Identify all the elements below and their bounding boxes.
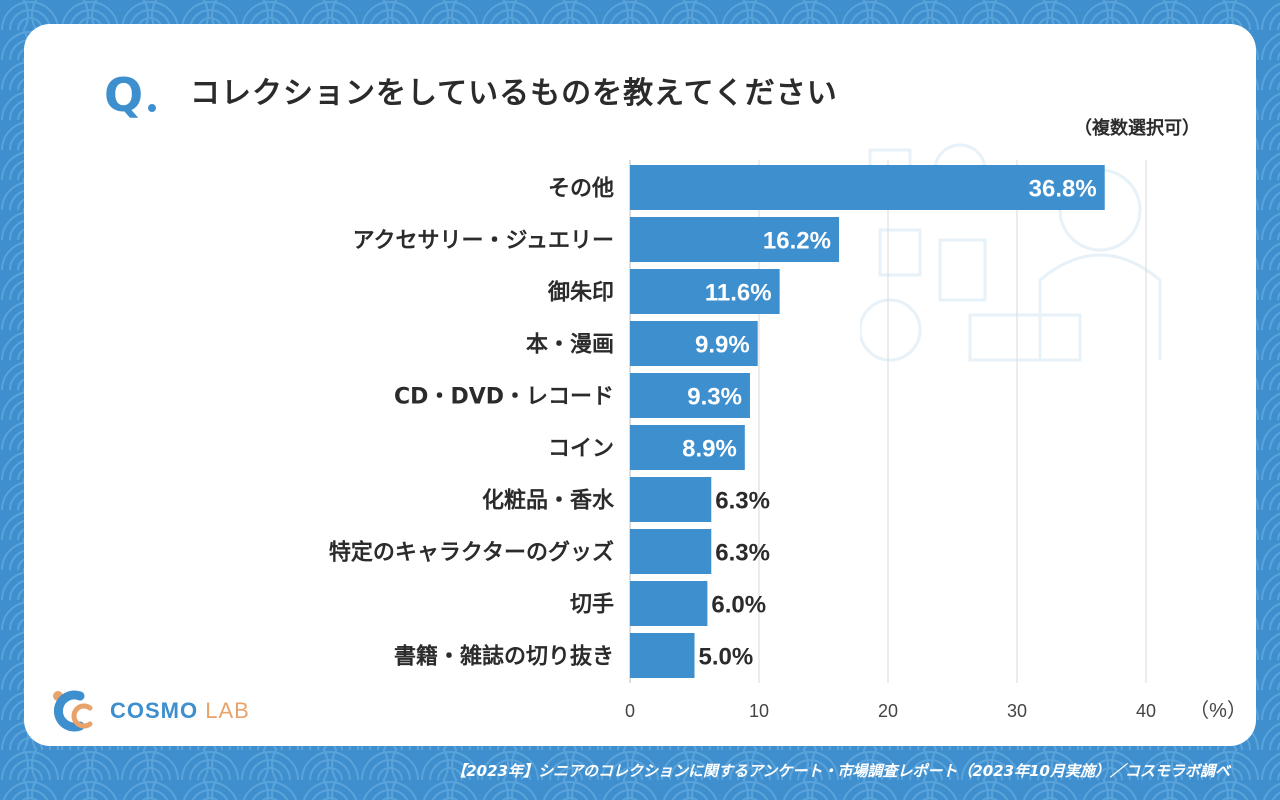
bar [630, 425, 745, 470]
category-label: 化粧品・香水 [482, 488, 615, 514]
category-label: 切手 [570, 593, 614, 618]
bar [630, 633, 695, 678]
data-label: 6.0% [711, 592, 766, 619]
x-tick-label: 40 [1136, 701, 1156, 721]
logo-name: COSMO [110, 698, 199, 723]
category-label: アクセサリー・ジュエリー [353, 229, 614, 254]
footer-source: 【2023年】シニアのコレクションに関するアンケート・市場調査レポート（2023… [451, 762, 1230, 780]
bar [630, 321, 758, 366]
x-tick-label: 20 [878, 701, 898, 721]
logo-suffix: LAB [205, 698, 250, 723]
category-label: その他 [548, 177, 614, 202]
category-label: 本・漫画 [526, 333, 614, 358]
bar [630, 581, 708, 626]
category-label: コイン [548, 437, 614, 462]
data-label: 16.2% [763, 228, 831, 255]
bar [630, 373, 750, 418]
category-label: 御朱印 [547, 280, 614, 306]
page-title: コレクションをしているものを教えてください [190, 76, 838, 111]
x-axis-unit: （%） [1189, 699, 1247, 722]
category-label: CD・DVD・レコード [394, 385, 614, 410]
data-label: 9.9% [695, 332, 750, 359]
data-label: 9.3% [687, 384, 742, 411]
category-label: 書籍・雑誌の切り抜き [394, 644, 614, 670]
data-label: 6.3% [715, 540, 770, 567]
question-dot [148, 104, 156, 112]
data-label: 6.3% [715, 488, 770, 515]
x-tick-label: 10 [749, 701, 769, 721]
data-label: 5.0% [699, 644, 754, 671]
x-tick-label: 30 [1007, 701, 1027, 721]
logo-text: COSMO LAB [110, 698, 250, 724]
bar [630, 477, 712, 522]
question-mark: Q [104, 68, 144, 122]
data-label: 8.9% [682, 436, 737, 463]
bar [630, 269, 780, 314]
category-label: 特定のキャラクターのグッズ [329, 540, 614, 566]
bar [630, 165, 1105, 210]
bar [630, 217, 839, 262]
multiple-choice-note: （複数選択可） [1074, 118, 1200, 139]
x-tick-label: 0 [625, 701, 635, 721]
cosmo-lab-logo [53, 690, 93, 732]
bar [630, 529, 712, 574]
data-label: 11.6% [705, 280, 772, 307]
data-label: 36.8% [1029, 176, 1097, 203]
